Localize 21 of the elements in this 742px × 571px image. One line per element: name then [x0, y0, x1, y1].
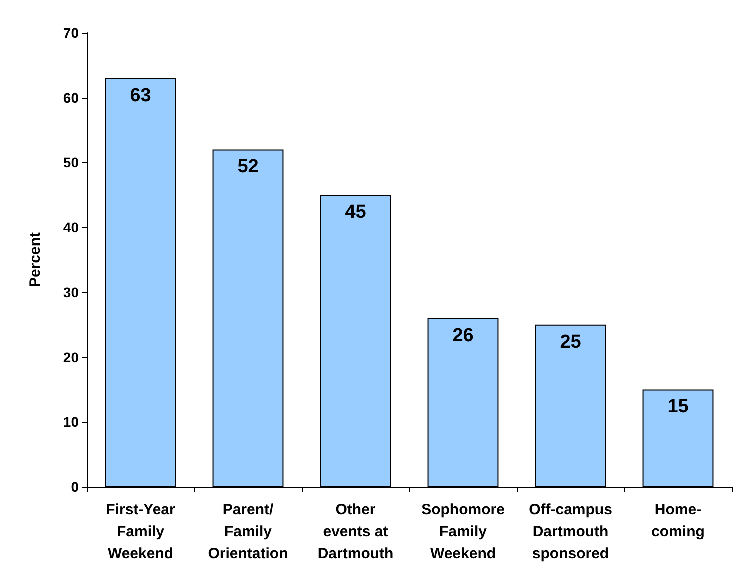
- x-tick-label: Other events at Dartmouth: [318, 502, 394, 562]
- x-tick-label: Sophomore Family Weekend: [422, 502, 505, 562]
- x-tick-label: Home- coming: [652, 502, 705, 540]
- data-label: 15: [668, 396, 690, 418]
- x-tick-label: Parent/ Family Orientation: [208, 502, 288, 562]
- x-tick-label: First-Year Family Weekend: [106, 502, 176, 562]
- y-tick-label: 30: [63, 284, 80, 300]
- data-label: 45: [345, 202, 367, 224]
- y-tick-label: 10: [63, 414, 80, 430]
- y-tick-label: 60: [63, 90, 80, 106]
- data-label: 25: [560, 332, 582, 353]
- y-axis-title: Percent: [27, 232, 44, 288]
- data-label: 52: [238, 156, 259, 178]
- data-label: 26: [452, 325, 474, 346]
- y-tick-label: 0: [71, 479, 80, 495]
- y-tick-label: 20: [63, 349, 80, 366]
- y-tick-label: 40: [63, 220, 80, 236]
- y-tick-label: 50: [63, 154, 80, 171]
- y-tick-label: 70: [63, 25, 80, 41]
- x-tick-label: Off-campus Dartmouth sponsored: [529, 502, 612, 562]
- data-label: 63: [130, 85, 152, 106]
